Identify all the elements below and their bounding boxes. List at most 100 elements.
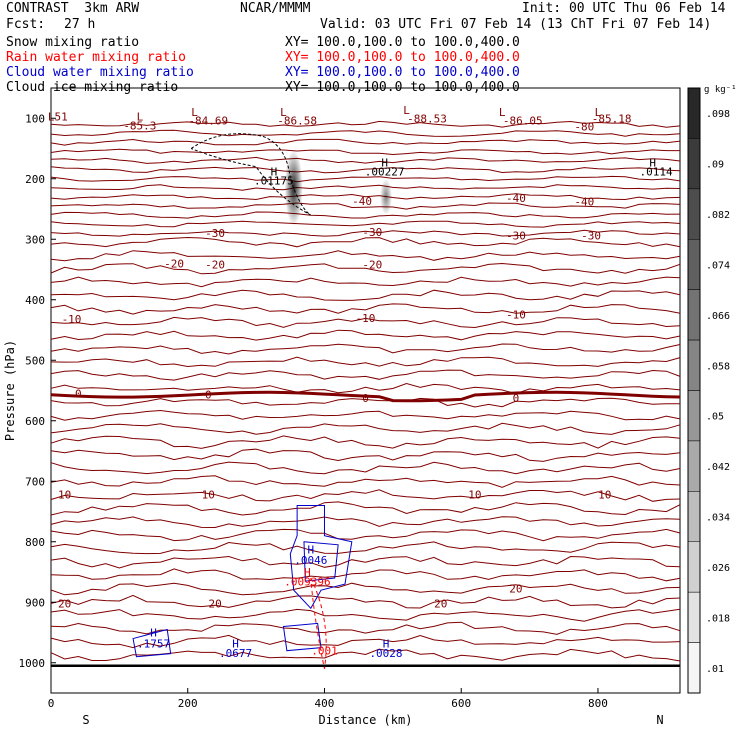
extremum-label: .0677 — [219, 647, 252, 660]
isotherm-line — [50, 489, 681, 502]
section-end-label: N — [656, 713, 663, 727]
isotherm-label: -10 — [62, 313, 82, 326]
isotherm-line — [50, 303, 681, 315]
isotherm-line — [50, 541, 681, 555]
cloud-water-contour — [282, 622, 322, 652]
colorbar-segment — [687, 138, 701, 190]
isotherm-line — [50, 568, 681, 582]
model-title: CONTRAST 3km ARW — [6, 1, 140, 16]
isotherm-label: 0 — [362, 392, 369, 405]
field-snow-name: Snow mixing ratio — [6, 35, 140, 50]
colorbar-tick-label: .074 — [706, 260, 730, 271]
isotherm-line — [50, 422, 681, 435]
colorbar-segment — [687, 339, 701, 391]
isotherm-line — [50, 250, 681, 262]
extremum-label: .009396 — [284, 576, 330, 589]
field-snow-xy: XY= 100.0,100.0 to 100.0,400.0 — [285, 35, 520, 50]
isotherm-label: 20 — [208, 597, 221, 610]
x-tick-label: 800 — [588, 697, 608, 710]
colorbar-tick-label: .042 — [706, 462, 730, 473]
isotherm-label: -88.53 — [407, 112, 447, 125]
colorbar-segment — [687, 591, 701, 643]
isotherm-line — [50, 262, 681, 275]
isotherm-line — [50, 356, 681, 368]
x-axis-label: Distance (km) — [319, 713, 413, 727]
isotherm-line — [50, 648, 681, 662]
center-title: NCAR/MMMM — [240, 1, 311, 16]
y-tick-label: 500 — [25, 354, 45, 367]
isotherm-line — [50, 148, 680, 156]
freezing-level-line — [50, 390, 681, 403]
isotherm-label: 20 — [434, 597, 447, 610]
section-start-label: S — [82, 713, 89, 727]
isotherm-label: -20 — [205, 259, 225, 272]
colorbar-tick-label: .05 — [706, 412, 724, 423]
extremum-label: H — [232, 637, 239, 650]
colorbar-segment — [687, 440, 701, 492]
valid-time: Valid: 03 UTC Fri 07 Feb 14 (13 ChT Fri … — [320, 17, 712, 32]
isotherm-line — [50, 461, 681, 475]
y-tick-label: 700 — [25, 475, 45, 488]
field-rain-xy: XY= 100.0,100.0 to 100.0,400.0 — [285, 50, 520, 65]
isotherm-line — [50, 175, 681, 183]
isotherm-line — [50, 289, 681, 301]
isotherm-label: 0 — [205, 389, 212, 402]
y-tick-label: 400 — [25, 294, 45, 307]
isotherm-line — [50, 156, 681, 164]
forecast-value: 27 h — [64, 17, 96, 32]
isotherm-label: -10 — [506, 308, 526, 321]
colorbar-segment — [687, 390, 701, 442]
extremum-label: .001 — [311, 645, 338, 658]
isotherm-line — [50, 329, 681, 341]
isotherm-line — [50, 621, 681, 635]
extremum-label: .0114 — [640, 165, 673, 178]
isotherm-line — [50, 501, 681, 516]
extremum-label: H — [304, 566, 311, 579]
extremum-label: .0028 — [369, 647, 402, 660]
y-axis-label: Pressure (hPa) — [3, 340, 17, 441]
isotherm-label: -20 — [362, 259, 382, 272]
isotherm-label: -10 — [356, 312, 376, 325]
isotherm-line — [50, 582, 681, 596]
isotherm-line — [50, 166, 681, 174]
isotherm-line — [50, 555, 681, 569]
isotherm-label: -40 — [506, 192, 526, 205]
isotherm-label: -30 — [205, 227, 225, 240]
colorbar-tick-label: .082 — [706, 210, 730, 221]
field-cloud-water-xy: XY= 100.0,100.0 to 100.0,400.0 — [285, 65, 520, 80]
extremum-label: H — [649, 156, 656, 169]
isotherm-line — [50, 608, 681, 622]
isotherm-label: -86.58 — [277, 115, 317, 128]
isotherm-line — [50, 276, 681, 288]
isotherm-line — [50, 448, 681, 462]
extremum-label: L — [280, 106, 287, 119]
colorbar-tick-label: .09 — [706, 160, 724, 171]
isotherm-label: -86.05 — [503, 115, 543, 128]
y-tick-label: 1000 — [19, 657, 46, 670]
isotherm-line — [50, 528, 681, 542]
isotherm-label: -30 — [581, 230, 601, 243]
isotherm-label: 10 — [202, 489, 215, 502]
colorbar-segment — [687, 541, 701, 593]
isotherm-line — [50, 343, 681, 355]
isotherm-line — [50, 184, 681, 191]
colorbar-segment — [687, 87, 701, 139]
isotherm-label: 10 — [468, 489, 481, 502]
isotherm-label: -85.18 — [592, 112, 632, 125]
extremum-label: .00227 — [365, 165, 405, 178]
colorbar-tick-label: .026 — [706, 563, 730, 574]
extremum-label: L — [499, 106, 506, 119]
extremum-label: L — [595, 106, 602, 119]
extremum-label: .1757 — [137, 637, 170, 650]
colorbar-tick-label: .058 — [706, 361, 730, 372]
y-tick-label: 800 — [25, 536, 45, 549]
isotherm-line — [50, 211, 681, 219]
isotherm-line — [50, 138, 681, 146]
y-tick-label: 200 — [25, 173, 45, 186]
colorbar-segment — [687, 642, 701, 694]
extremum-label: H — [307, 544, 314, 557]
x-tick-label: 0 — [48, 697, 55, 710]
isotherm-label: 20 — [509, 582, 522, 595]
